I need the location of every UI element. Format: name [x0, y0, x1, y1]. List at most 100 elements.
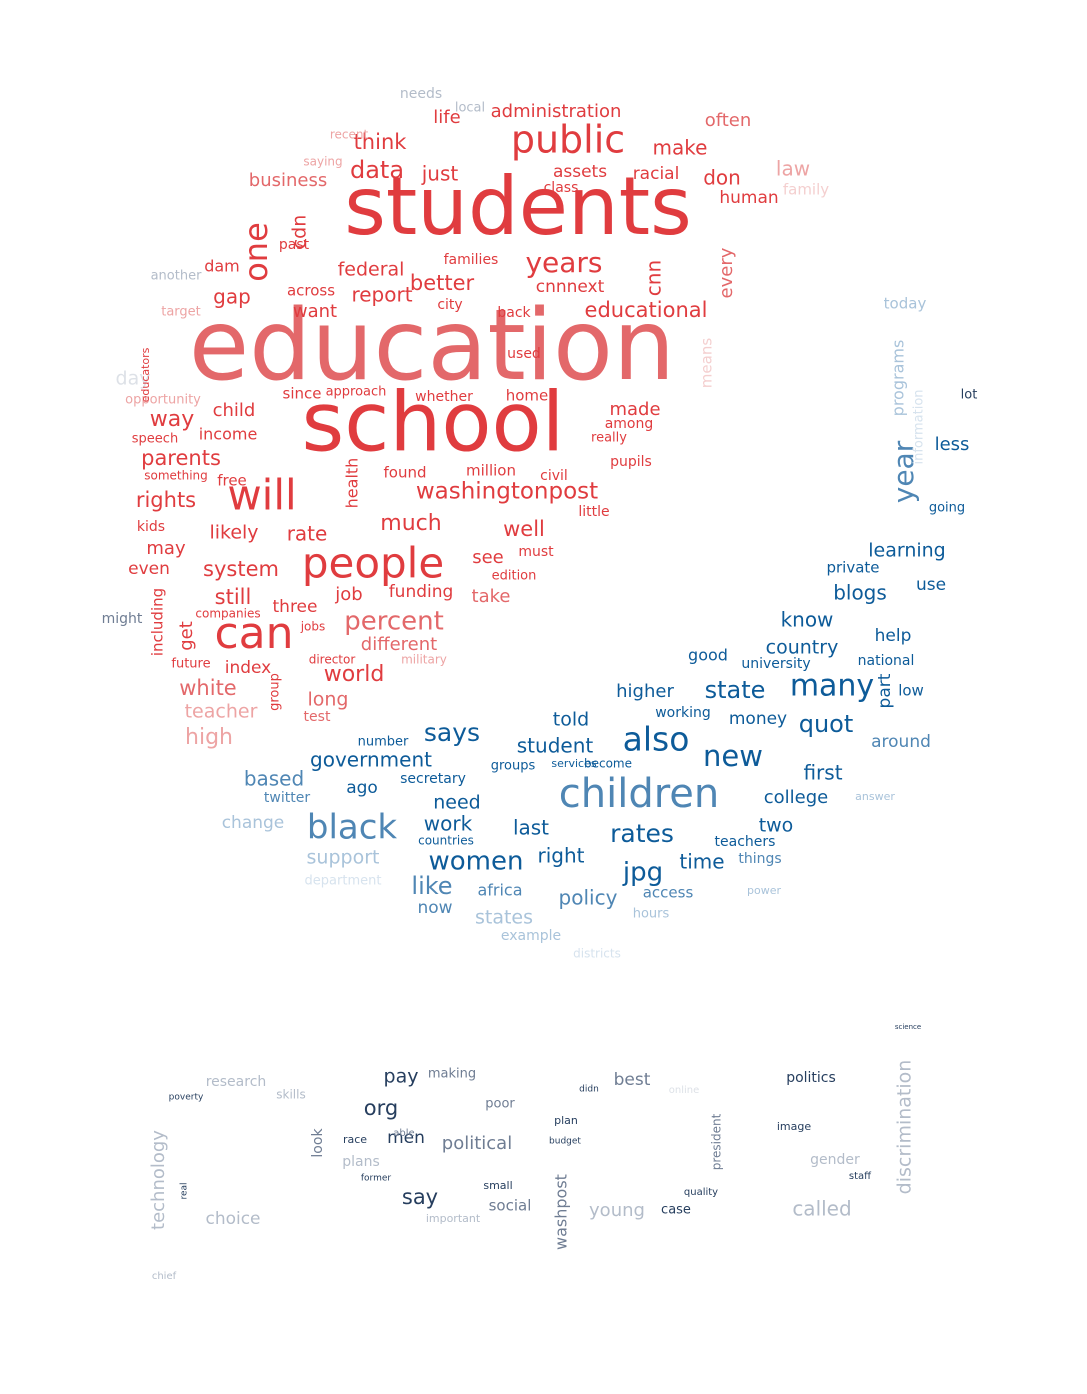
cloud-word: students	[344, 160, 692, 253]
cloud-word: plan	[554, 1114, 578, 1127]
cloud-word: learning	[868, 540, 946, 562]
cloud-word: higher	[616, 681, 674, 702]
cloud-word: year	[887, 440, 920, 503]
cloud-word: teacher	[185, 701, 258, 723]
cloud-word: white	[179, 676, 236, 700]
cloud-word: income	[199, 425, 258, 444]
cloud-word: men	[387, 1128, 425, 1148]
cloud-word: student	[517, 734, 594, 758]
cloud-word: saying	[303, 155, 342, 169]
cloud-word: today	[884, 295, 927, 313]
cloud-word: since	[283, 385, 322, 403]
cloud-word: support	[307, 847, 380, 869]
cloud-word: federal	[338, 259, 405, 281]
cloud-word: politics	[786, 1070, 836, 1086]
cloud-word: life	[433, 107, 460, 128]
cloud-word: often	[705, 110, 752, 131]
cloud-word: like	[411, 872, 452, 900]
cloud-word: quot	[799, 710, 854, 738]
cloud-word: access	[643, 884, 694, 902]
cloud-word: recent	[330, 128, 369, 142]
cloud-word: may	[146, 538, 186, 559]
cloud-word: across	[287, 282, 335, 300]
cloud-word: hours	[633, 907, 670, 922]
cloud-word: states	[475, 907, 533, 929]
cloud-word: want	[293, 301, 337, 322]
cloud-word: get	[176, 621, 197, 651]
cloud-word: funding	[389, 582, 454, 602]
cloud-word: families	[444, 252, 499, 268]
cloud-word: told	[553, 709, 589, 731]
cloud-word: technology	[148, 1130, 169, 1230]
cloud-word: back	[497, 305, 531, 321]
cloud-word: making	[428, 1067, 476, 1082]
cloud-word: cnnnext	[536, 277, 605, 297]
cloud-word: choice	[205, 1209, 260, 1229]
cloud-word: work	[424, 812, 473, 836]
cloud-word: president	[710, 1113, 724, 1170]
cloud-word: future	[171, 657, 210, 672]
cloud-word: home	[506, 387, 549, 405]
cloud-word: working	[655, 705, 711, 721]
cloud-word: able	[393, 1128, 414, 1139]
cloud-word: now	[417, 898, 452, 918]
cloud-word: low	[898, 682, 924, 700]
cloud-word: speech	[132, 432, 178, 447]
cloud-word: index	[225, 658, 272, 678]
cloud-word: going	[929, 501, 965, 516]
cloud-word: blogs	[833, 581, 887, 605]
cloud-word: two	[759, 815, 794, 837]
cloud-word: education	[189, 289, 675, 403]
cloud-word: made	[609, 399, 660, 420]
cloud-word: say	[402, 1185, 438, 1209]
cloud-word: family	[783, 181, 829, 199]
cloud-word: whether	[415, 389, 473, 405]
cloud-word: target	[161, 305, 201, 320]
cloud-word: number	[358, 735, 409, 750]
cloud-word: data	[350, 156, 404, 184]
cloud-word: teachers	[715, 834, 776, 850]
cloud-word: job	[334, 584, 362, 605]
cloud-word: policy	[559, 886, 618, 910]
cloud-word: every	[716, 247, 737, 298]
cloud-word: racial	[633, 164, 680, 184]
cloud-word: administration	[491, 101, 622, 122]
cloud-word: jobs	[300, 620, 326, 634]
cloud-word: university	[741, 656, 810, 672]
cloud-word: school	[302, 375, 565, 470]
cloud-word: even	[128, 559, 170, 579]
cloud-word: military	[401, 653, 447, 667]
cloud-word: right	[538, 844, 585, 868]
cloud-word: case	[661, 1203, 691, 1218]
cloud-word: one	[237, 222, 275, 282]
cloud-word: districts	[573, 947, 621, 961]
cloud-word: staff	[849, 1171, 872, 1182]
cloud-word: black	[307, 808, 398, 848]
cloud-word: private	[826, 559, 879, 577]
cloud-word: groups	[491, 759, 536, 774]
cloud-word: services	[551, 757, 596, 770]
cloud-word: years	[525, 246, 602, 279]
cloud-word: take	[472, 586, 511, 607]
cloud-word: discrimination	[894, 1060, 916, 1195]
cloud-word: change	[222, 813, 285, 833]
cloud-word: found	[384, 464, 427, 482]
cloud-word: companies	[195, 607, 260, 621]
cloud-word: poor	[485, 1097, 515, 1112]
cloud-word: still	[215, 585, 252, 609]
cloud-word: something	[144, 469, 208, 483]
cloud-word: system	[203, 557, 279, 581]
cloud-word: college	[764, 787, 829, 808]
cloud-word: africa	[477, 881, 522, 900]
cloud-word: past	[279, 237, 310, 253]
cloud-word: less	[935, 434, 970, 455]
cloud-word: day	[116, 368, 151, 390]
cloud-word: first	[803, 761, 842, 785]
cloud-word: information	[912, 389, 927, 464]
cloud-word: new	[703, 739, 763, 773]
cloud-word: lot	[961, 388, 978, 403]
cloud-word: social	[489, 1197, 532, 1215]
cloud-word: rates	[610, 819, 674, 848]
cloud-word: chief	[152, 1271, 177, 1282]
